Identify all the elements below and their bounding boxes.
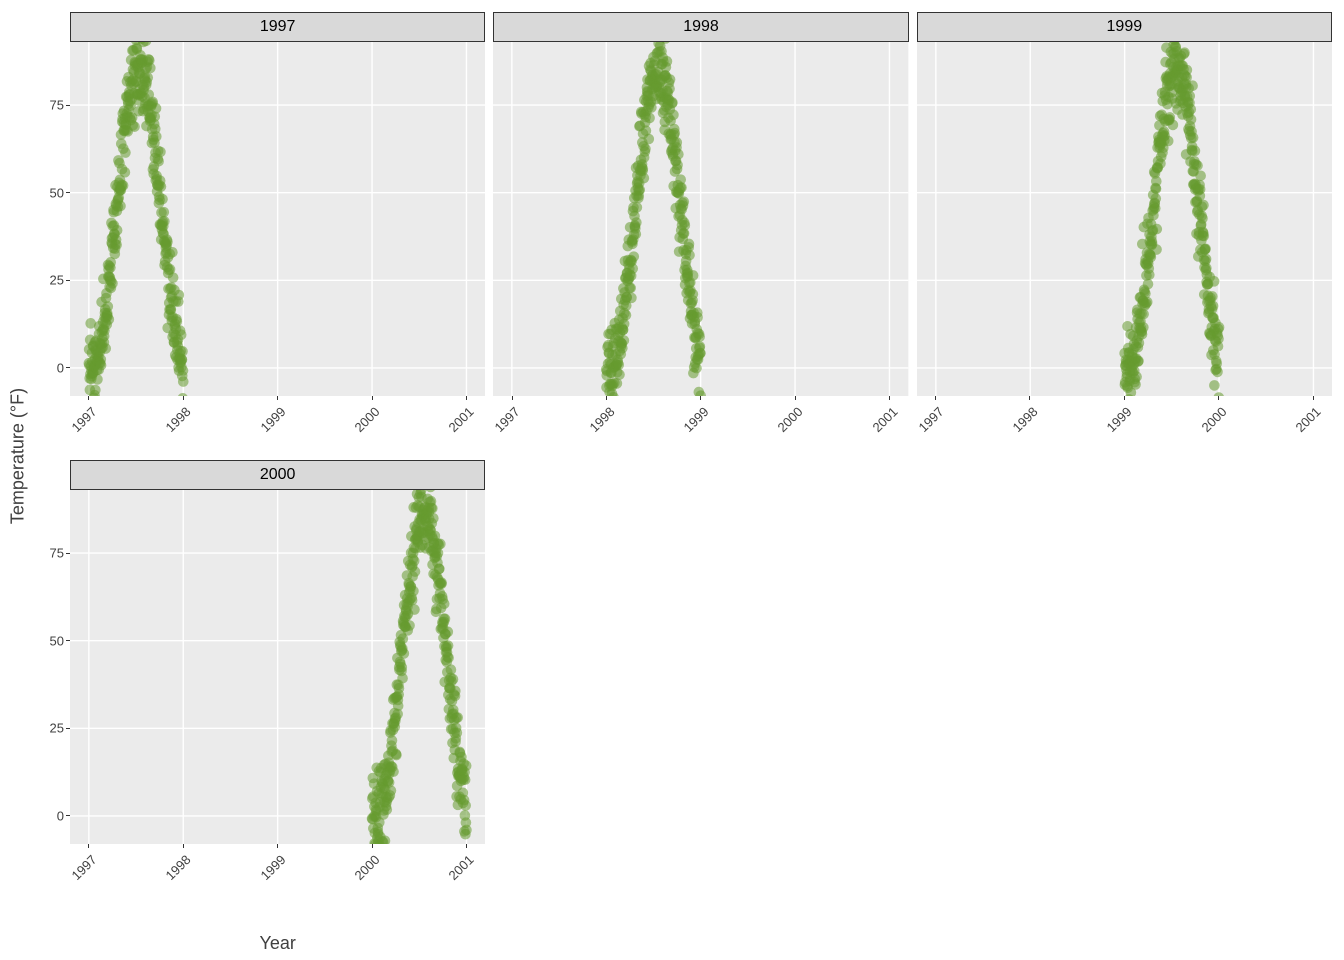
x-tick-label: 2000: [352, 404, 383, 435]
x-tick-label: 1997: [492, 404, 523, 435]
x-tick-label: 1997: [915, 404, 946, 435]
x-tick-mark: [277, 396, 278, 400]
x-tick-mark: [183, 844, 184, 848]
x-tick-mark: [466, 844, 467, 848]
x-tick-mark: [88, 396, 89, 400]
facet-strip: 2000: [70, 460, 485, 490]
y-tick-mark: [66, 192, 70, 193]
x-tick-label: 1998: [163, 404, 194, 435]
x-tick-label: 2001: [446, 852, 477, 883]
x-tick-label: 1999: [681, 404, 712, 435]
x-tick-mark: [88, 844, 89, 848]
x-tick-label: 2000: [1198, 404, 1229, 435]
facet-cell: 1997025507519971998199920002001: [70, 12, 485, 452]
y-tick-mark: [66, 280, 70, 281]
x-tick-label: 2000: [775, 404, 806, 435]
facet-cell: 199919971998199920002001: [917, 12, 1332, 452]
x-axis-title: Year: [259, 933, 295, 954]
facet-strip: 1997: [70, 12, 485, 42]
x-tick-mark: [1124, 396, 1125, 400]
x-tick-label: 1998: [163, 852, 194, 883]
y-tick-mark: [66, 728, 70, 729]
x-tick-label: 1998: [1009, 404, 1040, 435]
x-tick-mark: [512, 396, 513, 400]
y-tick-mark: [66, 553, 70, 554]
x-tick-mark: [183, 396, 184, 400]
facet-panel: 19971998199920002001: [917, 42, 1332, 396]
facet-cell: [493, 460, 908, 900]
x-tick-label: 2001: [869, 404, 900, 435]
facet-grid: 1997025507519971998199920002001199819971…: [70, 12, 1332, 900]
x-tick-mark: [372, 396, 373, 400]
x-tick-mark: [889, 396, 890, 400]
x-tick-mark: [1218, 396, 1219, 400]
x-tick-mark: [700, 396, 701, 400]
x-tick-label: 1999: [1104, 404, 1135, 435]
x-tick-mark: [1313, 396, 1314, 400]
x-tick-mark: [372, 844, 373, 848]
facet-cell: [917, 460, 1332, 900]
y-tick-mark: [66, 105, 70, 106]
x-tick-mark: [466, 396, 467, 400]
x-tick-mark: [606, 396, 607, 400]
y-axis-title: Temperature (°F): [8, 388, 29, 524]
x-tick-label: 2001: [446, 404, 477, 435]
facet-panel: 025507519971998199920002001: [70, 42, 485, 396]
x-tick-mark: [935, 396, 936, 400]
x-tick-label: 2000: [352, 852, 383, 883]
facet-strip: 1999: [917, 12, 1332, 42]
x-tick-mark: [795, 396, 796, 400]
facet-cell: 2000025507519971998199920002001: [70, 460, 485, 900]
facet-cell: 199819971998199920002001: [493, 12, 908, 452]
y-tick-mark: [66, 815, 70, 816]
x-tick-label: 1999: [257, 852, 288, 883]
x-tick-mark: [277, 844, 278, 848]
faceted-scatter-chart: Temperature (°F) Year 199702550751997199…: [0, 0, 1344, 960]
x-tick-mark: [1029, 396, 1030, 400]
x-tick-label: 1997: [68, 404, 99, 435]
x-tick-label: 2001: [1293, 404, 1324, 435]
y-tick-mark: [66, 640, 70, 641]
x-tick-label: 1999: [257, 404, 288, 435]
x-tick-label: 1998: [586, 404, 617, 435]
facet-strip: 1998: [493, 12, 908, 42]
facet-panel: 19971998199920002001: [493, 42, 908, 396]
y-tick-mark: [66, 367, 70, 368]
facet-panel: 025507519971998199920002001: [70, 490, 485, 844]
x-tick-label: 1997: [68, 852, 99, 883]
